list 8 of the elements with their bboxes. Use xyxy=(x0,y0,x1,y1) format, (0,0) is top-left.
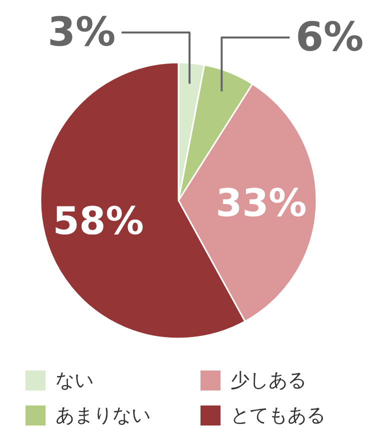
legend-label: あまりない xyxy=(56,404,150,426)
data-label: 58% xyxy=(52,199,144,244)
data-label: 33% xyxy=(216,181,307,226)
data-label: 6% xyxy=(296,14,364,60)
legend-label: 少しある xyxy=(230,370,306,392)
legend-label: とてもある xyxy=(230,404,326,426)
legend-label: ない xyxy=(56,370,94,392)
data-label: 3% xyxy=(48,10,116,56)
